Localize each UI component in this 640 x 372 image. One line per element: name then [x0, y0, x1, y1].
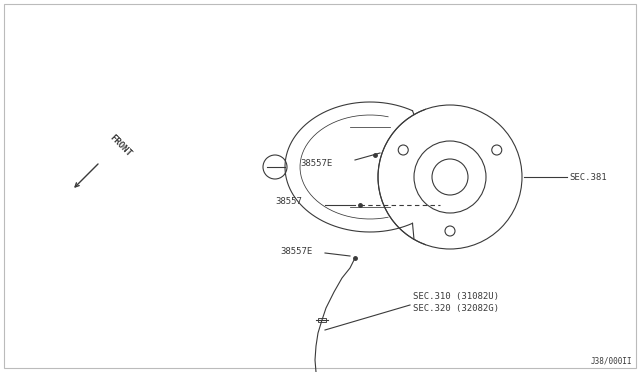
Text: FRONT: FRONT — [108, 133, 133, 158]
Text: SEC.381: SEC.381 — [569, 173, 607, 182]
Text: 38557: 38557 — [275, 196, 302, 205]
Text: J38/000II: J38/000II — [590, 357, 632, 366]
Text: 38557E: 38557E — [280, 247, 312, 256]
Text: SEC.310 (31082U): SEC.310 (31082U) — [413, 292, 499, 301]
Text: 38557E: 38557E — [300, 158, 332, 167]
Text: SEC.320 (32082G): SEC.320 (32082G) — [413, 304, 499, 313]
Bar — [318, 318, 326, 322]
